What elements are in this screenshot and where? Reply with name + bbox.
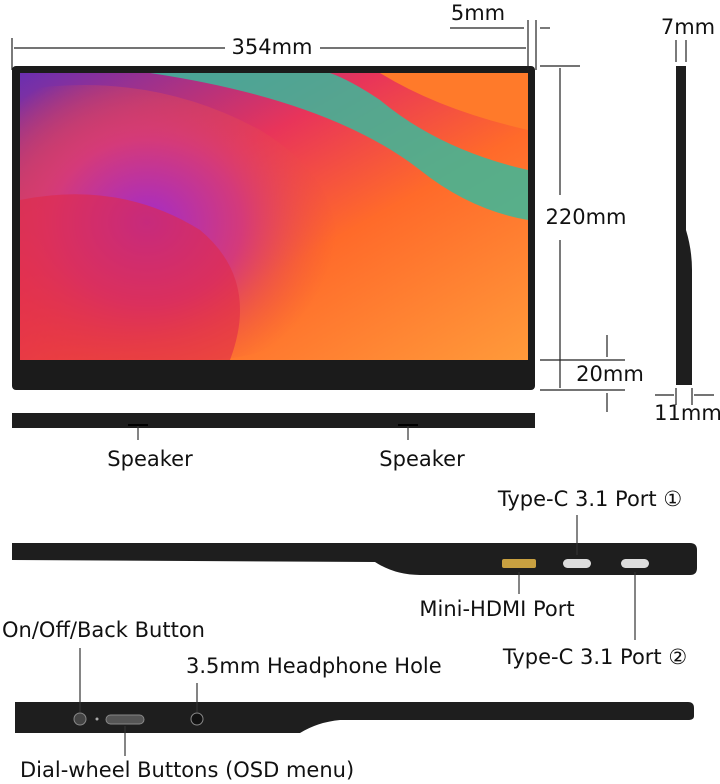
bottom-thickness-label: 11mm — [654, 401, 720, 425]
width-label: 354mm — [232, 35, 313, 59]
height-label: 220mm — [546, 205, 627, 229]
mini-hdmi-label: Mini-HDMI Port — [419, 597, 574, 621]
bezel-label: 5mm — [451, 1, 505, 25]
monitor-port-side — [12, 543, 697, 575]
speaker-label: Speaker — [107, 447, 193, 471]
chin-label: 20mm — [576, 362, 644, 386]
speaker-label: Speaker — [379, 447, 465, 471]
monitor-side — [676, 66, 692, 385]
monitor-control-side — [15, 702, 694, 733]
top-thickness-label: 7mm — [661, 15, 715, 39]
dial-label: Dial-wheel Buttons (OSD menu) — [20, 758, 354, 782]
headphone-label: 3.5mm Headphone Hole — [186, 654, 442, 678]
power-label: On/Off/Back Button — [2, 618, 205, 642]
type-c-2-label: Type-C 3.1 Port ② — [502, 645, 687, 669]
type-c-1-label: Type-C 3.1 Port ① — [497, 487, 682, 511]
monitor-bottom — [12, 413, 535, 428]
monitor-front — [12, 66, 535, 390]
